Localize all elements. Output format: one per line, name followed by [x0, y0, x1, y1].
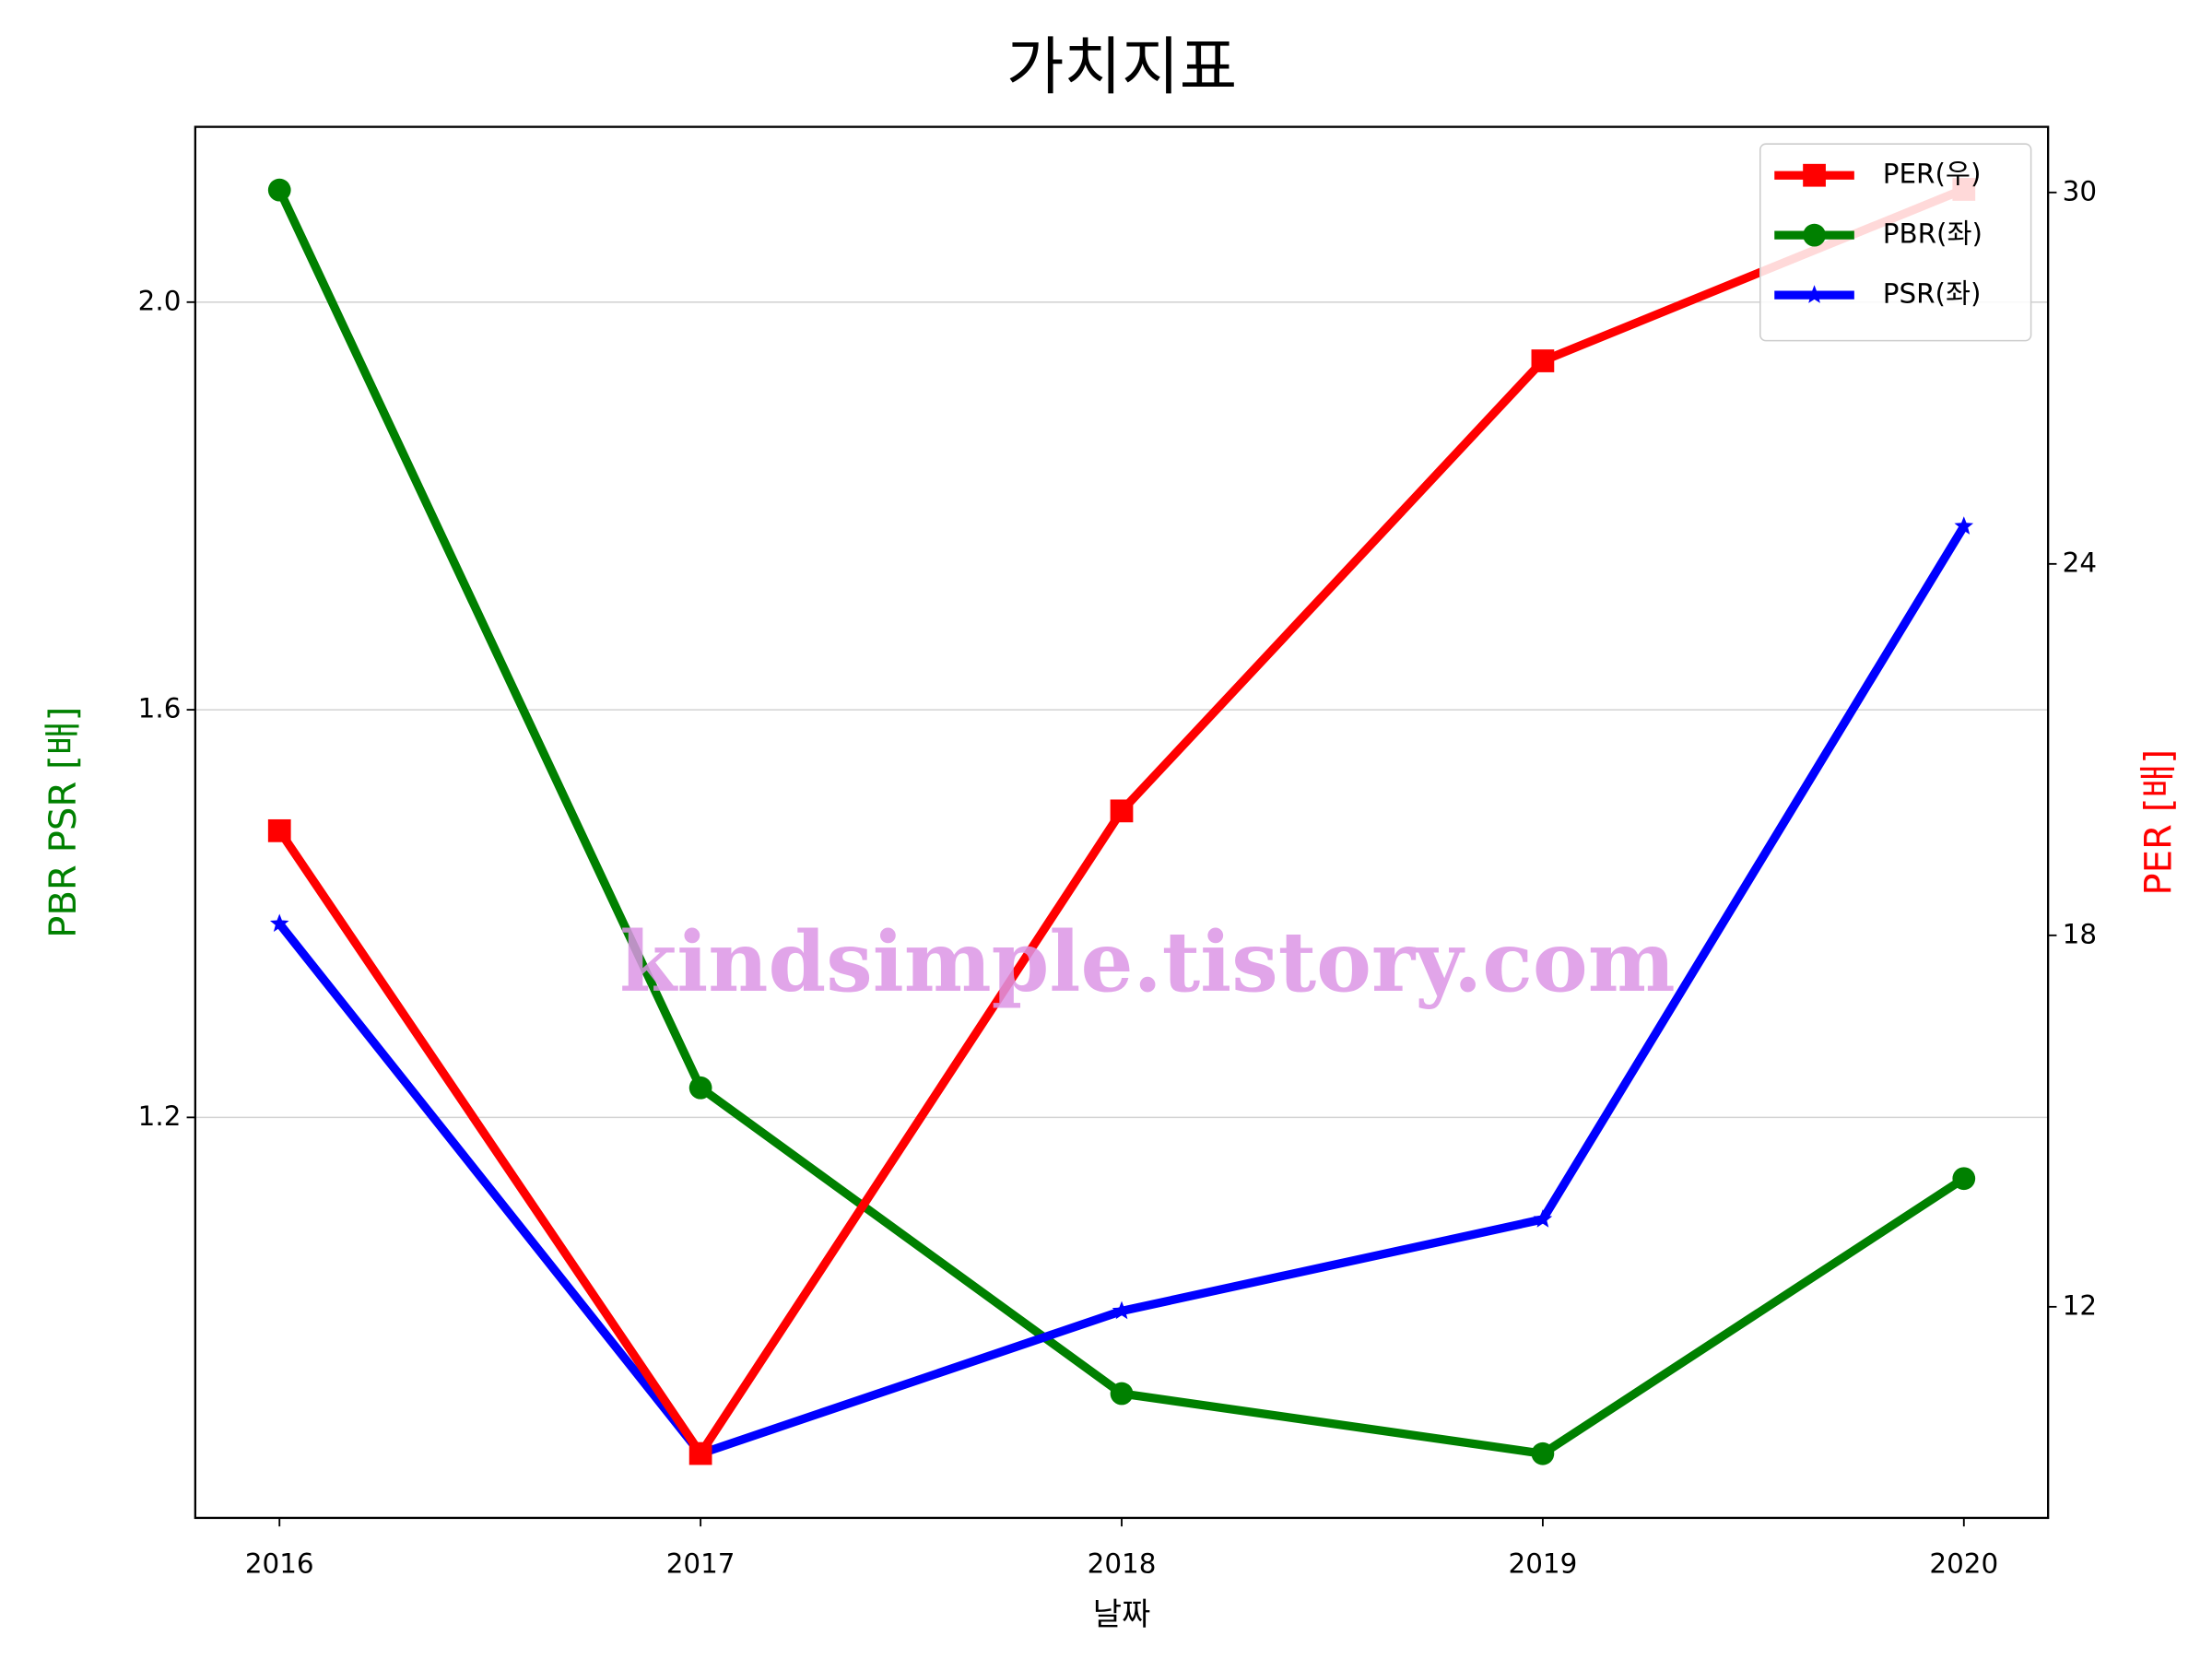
legend-marker	[1805, 285, 1824, 303]
y-tick-label: 1.6	[138, 693, 182, 724]
marker	[1533, 1209, 1553, 1228]
marker	[1954, 516, 1974, 535]
marker	[688, 1076, 712, 1100]
y2-tick-label: 24	[2063, 547, 2097, 578]
x-tick-label: 2020	[1929, 1547, 1998, 1579]
marker	[267, 818, 291, 842]
legend-marker	[1803, 223, 1826, 247]
legend-marker	[1803, 163, 1826, 187]
y2-tick-label: 30	[2063, 175, 2097, 206]
x-axis-label: 날짜	[1093, 1596, 1151, 1633]
chart-title: 가치지표	[1006, 31, 1237, 104]
y2-tick-label: 12	[2063, 1289, 2097, 1321]
legend-label: PER(우)	[1883, 159, 1982, 190]
marker	[1112, 1300, 1132, 1320]
y2-tick-label: 18	[2063, 918, 2097, 949]
legend-label: PBR(좌)	[1883, 218, 1983, 250]
x-tick-label: 2016	[245, 1547, 314, 1579]
x-tick-label: 2017	[666, 1547, 735, 1579]
x-tick-label: 2019	[1509, 1547, 1578, 1579]
y-tick-label: 1.2	[138, 1100, 182, 1132]
marker	[688, 1441, 712, 1465]
marker	[1531, 349, 1555, 372]
y-tick-label: 2.0	[138, 285, 182, 316]
legend-label: PSR(좌)	[1883, 278, 1982, 310]
x-tick-label: 2018	[1088, 1547, 1157, 1579]
plot-frame	[194, 125, 2050, 1520]
legend: PER(우) PBR(좌) PSR(좌)	[1759, 143, 2032, 342]
y-axis-label: PBR PSR [배]	[42, 707, 85, 938]
marker	[267, 178, 291, 202]
y2-axis-label: PER [배]	[2137, 749, 2180, 896]
marker	[1952, 1167, 1976, 1191]
marker	[1110, 1382, 1134, 1406]
watermark: kindsimple.tistory.com	[619, 914, 1676, 1011]
marker	[269, 913, 289, 933]
marker	[1110, 799, 1134, 823]
marker	[1531, 1441, 1555, 1465]
